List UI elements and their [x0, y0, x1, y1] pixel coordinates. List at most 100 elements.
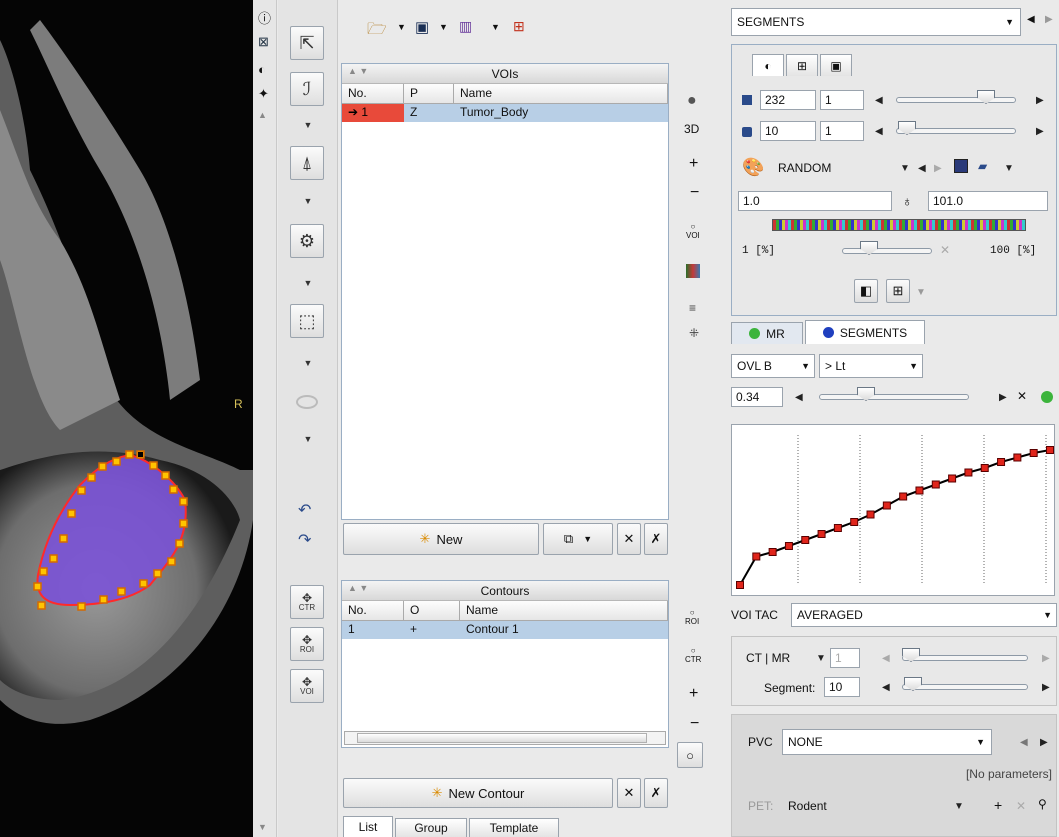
image-viewport[interactable]: R [0, 0, 253, 837]
threshold-field[interactable]: 0.34 [731, 387, 783, 407]
undo-icon[interactable]: ↶ [298, 502, 312, 519]
green-status-icon[interactable] [1041, 391, 1053, 403]
tab-list[interactable]: List [343, 816, 393, 837]
pvc-combo[interactable]: NONE ▼ [782, 729, 992, 755]
collapse-icon[interactable]: ▲ ▼ [348, 66, 369, 76]
right-arrow-icon[interactable]: ▶ [1042, 682, 1050, 693]
add-voi-button[interactable]: + [689, 155, 699, 172]
scrollbar-thumb[interactable] [357, 733, 647, 743]
tab-group[interactable]: Group [395, 818, 467, 837]
3d-label[interactable]: 3D [684, 122, 700, 136]
voi-stats-button[interactable]: ○ VOI [686, 222, 700, 240]
close-icon[interactable]: ✕ [1017, 389, 1028, 403]
next-icon[interactable]: ▶ [934, 163, 942, 174]
info-icon[interactable]: ⓘ [258, 11, 272, 26]
crosshair-icon[interactable]: ✦ [258, 86, 269, 101]
value-b1-field[interactable]: 10 [760, 121, 816, 141]
ctmr-slider-thumb[interactable] [902, 648, 920, 662]
tab-mr[interactable]: MR [731, 322, 803, 344]
merge-voi-button[interactable]: ⧉ ▼ [543, 523, 613, 555]
left-arrow-icon[interactable]: ◀ [882, 682, 890, 693]
open-dropdown[interactable]: ▼ [397, 22, 406, 32]
colormap-dropdown-icon[interactable]: ▼ [900, 163, 910, 174]
col-no[interactable]: No. [342, 601, 404, 620]
move-voi-button[interactable]: ✥ VOI [290, 669, 324, 703]
col-p[interactable]: P [404, 84, 454, 103]
volume-tool-button[interactable]: ⬚ [290, 304, 324, 338]
col-name[interactable]: Name [460, 601, 668, 620]
slider-b-track[interactable] [896, 128, 1016, 134]
value-a1-field[interactable]: 232 [760, 90, 816, 110]
region-grow-button[interactable]: ⚙ [290, 224, 324, 258]
save-dropdown[interactable]: ▼ [439, 22, 448, 32]
new-voi-button[interactable]: ✳ New [343, 523, 539, 555]
tab-save[interactable]: ▣ [820, 54, 852, 76]
add-contour-button[interactable]: + [689, 685, 699, 702]
range-slider-track[interactable] [842, 248, 932, 254]
next-icon[interactable]: ▶ [1045, 14, 1053, 25]
ellipse-icon[interactable] [296, 395, 318, 409]
tab-template[interactable]: Template [469, 818, 559, 837]
close-icon[interactable]: ✕ [940, 243, 951, 257]
left-arrow-icon[interactable]: ◀ [795, 392, 803, 403]
split-view-icon[interactable]: ⊞ [513, 18, 525, 34]
prev-icon[interactable]: ◀ [918, 163, 926, 174]
min-value-field[interactable]: 1.0 [738, 191, 892, 211]
threshold-slider-thumb[interactable] [857, 387, 875, 401]
invert-icon[interactable] [954, 159, 968, 173]
histogram-dropdown[interactable]: ▼ [491, 22, 500, 32]
right-arrow-icon[interactable]: ▶ [1036, 126, 1044, 137]
prev-icon[interactable]: ◀ [1020, 737, 1028, 748]
options-dropdown-icon[interactable]: ▼ [1004, 163, 1014, 174]
remove-contour-button[interactable]: − [690, 715, 700, 732]
value-a2-field[interactable]: 1 [820, 90, 864, 110]
right-arrow-icon[interactable]: ▶ [1042, 653, 1050, 664]
histogram-icon[interactable]: ▥ [459, 18, 473, 34]
tab-segments[interactable]: SEGMENTS [805, 320, 925, 344]
region-grow-dropdown[interactable]: ▼ [303, 278, 313, 288]
move-roi-button[interactable]: ✥ ROI [290, 627, 324, 661]
ctmr-field[interactable]: 1 [830, 648, 860, 668]
grid-dropdown-icon[interactable]: ▼ [916, 287, 926, 298]
range-slider-thumb[interactable] [860, 241, 878, 255]
contour-tool-dropdown[interactable]: ▼ [303, 120, 313, 130]
segments-combo[interactable]: SEGMENTS ▼ [731, 8, 1021, 36]
layout-icon[interactable]: ⊠ [258, 34, 269, 49]
contrast-mode-button[interactable]: ◧ [854, 279, 878, 303]
grid-mode-button[interactable]: ⊞ [886, 279, 910, 303]
contour-row[interactable]: 1 + Contour 1 [342, 621, 668, 639]
right-arrow-icon[interactable]: ▶ [999, 392, 1007, 403]
pet-value[interactable]: Rodent [788, 799, 827, 813]
open-folder-icon[interactable]: 🗁 [367, 21, 387, 38]
camera-icon[interactable]: ▰ [978, 159, 988, 173]
left-arrow-icon[interactable]: ◀ [875, 95, 883, 106]
ctmr-slider-track[interactable] [902, 655, 1028, 661]
ovl-combo[interactable]: OVL B ▼ [731, 354, 815, 378]
colormap-icon[interactable] [686, 264, 700, 278]
col-no[interactable]: No. [342, 84, 404, 103]
move-ctr-button[interactable]: ✥ CTR [290, 585, 324, 619]
slider-a-thumb[interactable] [977, 90, 995, 104]
ctr-button[interactable]: ○ CTR [685, 646, 702, 664]
value-b2-field[interactable]: 1 [820, 121, 864, 141]
align-icon[interactable]: ≡ [689, 301, 697, 315]
delete-voi-button[interactable]: ✕ [617, 523, 641, 555]
right-arrow-icon[interactable]: ▶ [1036, 95, 1044, 106]
max-value-field[interactable]: 101.0 [928, 191, 1048, 211]
col-o[interactable]: O [404, 601, 460, 620]
contour-tool-button[interactable]: ℐ [290, 72, 324, 106]
next-icon[interactable]: ▶ [1040, 737, 1048, 748]
roi-button[interactable]: ○ ROI [685, 608, 700, 626]
save-icon[interactable]: ▣ [415, 19, 430, 36]
slider-a-track[interactable] [896, 97, 1016, 103]
delete-all-contours-button[interactable]: ✗ [644, 778, 668, 808]
col-name[interactable]: Name [454, 84, 668, 103]
delete-all-voi-button[interactable]: ✗ [644, 523, 668, 555]
link-icon[interactable]: ♁ [902, 193, 913, 209]
left-arrow-icon[interactable]: ◀ [882, 653, 890, 664]
redo-icon[interactable]: ↷ [298, 532, 312, 549]
add-icon[interactable]: + [994, 797, 1003, 813]
3d-shape-icon[interactable]: ● [687, 92, 697, 109]
palette-icon[interactable]: 🎨 [742, 157, 765, 177]
pen-tool-dropdown[interactable]: ▼ [303, 196, 313, 206]
